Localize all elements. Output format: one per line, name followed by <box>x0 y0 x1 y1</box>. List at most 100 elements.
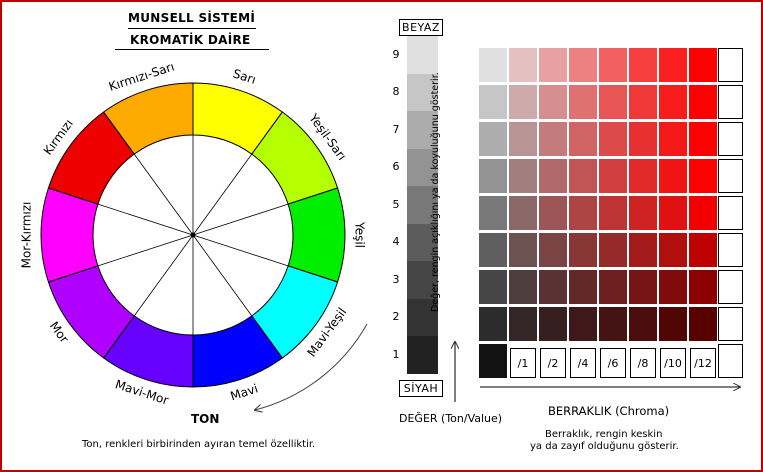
ton-label: TON <box>191 412 220 426</box>
value-swatch <box>407 111 438 149</box>
spoke-line <box>192 203 289 236</box>
chroma-swatch <box>509 196 537 230</box>
chroma-swatch <box>479 233 507 267</box>
chroma-swatch <box>689 48 717 82</box>
chroma-swatch <box>539 270 567 304</box>
empty-cell <box>718 159 743 193</box>
chroma-swatch <box>599 270 627 304</box>
chroma-swatch <box>629 233 657 267</box>
chroma-swatch <box>689 85 717 119</box>
chroma-label: /8 <box>630 348 656 378</box>
empty-cell <box>718 196 743 230</box>
chroma-swatch <box>599 159 627 193</box>
white-label: BEYAZ <box>399 19 443 36</box>
chroma-swatch <box>689 233 717 267</box>
value-number: 3 <box>392 272 400 286</box>
chroma-swatch <box>539 196 567 230</box>
value-swatch <box>407 261 438 299</box>
hue-label: Mor-Kırmızı <box>20 202 34 269</box>
chroma-swatch <box>569 48 597 82</box>
chroma-swatch <box>539 233 567 267</box>
chroma-swatch <box>659 233 687 267</box>
empty-cell <box>718 233 743 267</box>
hue-label: Yeşil <box>353 221 367 248</box>
chroma-swatch <box>629 85 657 119</box>
chroma-swatch <box>629 307 657 341</box>
value-swatch <box>407 148 438 187</box>
spoke-line <box>192 234 253 317</box>
chroma-swatch <box>689 122 717 156</box>
spoke-line <box>133 153 194 236</box>
chroma-swatch <box>479 344 507 378</box>
value-number: 6 <box>392 160 400 174</box>
chroma-swatch <box>569 122 597 156</box>
chroma-swatch <box>509 48 537 82</box>
value-number: 8 <box>392 85 400 99</box>
chroma-label: /12 <box>690 348 716 378</box>
chroma-swatch <box>479 85 507 119</box>
hue-note: Ton, renkleri birbirinden ayıran temel ö… <box>82 439 316 450</box>
value-number: 2 <box>392 310 400 324</box>
chroma-swatch <box>689 159 717 193</box>
chroma-swatch <box>629 159 657 193</box>
chroma-swatch <box>539 122 567 156</box>
spoke-line <box>97 234 194 267</box>
hue-label: Sarı <box>231 66 257 86</box>
black-label: SİYAH <box>399 380 443 397</box>
chroma-swatch <box>659 122 687 156</box>
empty-cell <box>718 270 743 304</box>
value-swatch <box>407 73 438 112</box>
chroma-swatch <box>599 122 627 156</box>
chroma-swatch <box>629 48 657 82</box>
chroma-swatch <box>539 85 567 119</box>
chroma-swatch <box>509 307 537 341</box>
chroma-label: /6 <box>600 348 626 378</box>
chroma-swatch <box>659 159 687 193</box>
title-underline-2 <box>115 49 269 50</box>
ton-arrow <box>255 323 368 410</box>
chroma-swatch <box>569 270 597 304</box>
chroma-swatch <box>479 196 507 230</box>
chroma-swatch <box>509 159 537 193</box>
chroma-swatch <box>599 233 627 267</box>
chroma-swatch <box>629 122 657 156</box>
chroma-swatch <box>599 48 627 82</box>
value-number: 9 <box>392 47 400 61</box>
empty-cell <box>718 344 743 378</box>
hue-segment <box>102 82 194 155</box>
value-swatch <box>407 336 438 374</box>
chroma-swatch <box>539 307 567 341</box>
chroma-swatch <box>659 196 687 230</box>
empty-cell <box>718 307 743 341</box>
value-swatch <box>407 298 438 337</box>
chroma-swatch <box>479 48 507 82</box>
chroma-swatch <box>599 85 627 119</box>
value-number: 4 <box>392 235 400 249</box>
spoke-line <box>192 234 289 267</box>
chroma-swatch <box>659 85 687 119</box>
spoke-line <box>192 153 253 236</box>
spoke-line <box>133 234 194 317</box>
chroma-swatch <box>509 85 537 119</box>
chroma-label: /10 <box>660 348 686 378</box>
chroma-swatch <box>689 196 717 230</box>
chroma-swatch <box>479 270 507 304</box>
chroma-swatch <box>569 159 597 193</box>
chroma-swatch <box>629 270 657 304</box>
center-dot <box>190 232 196 238</box>
hue-wheel: SarıYeşil-SarıYeşilMavi-YeşilMaviMavi-Mo… <box>20 59 367 407</box>
chroma-swatch <box>509 270 537 304</box>
chroma-swatch <box>689 270 717 304</box>
value-axis-label: DEĞER (Ton/Value) <box>399 412 503 425</box>
chroma-swatch <box>629 196 657 230</box>
spoke-line <box>97 203 194 236</box>
chroma-swatch <box>659 48 687 82</box>
value-swatch <box>407 223 438 262</box>
empty-cell <box>718 85 743 119</box>
title-line-1: MUNSELL SİSTEMİ <box>128 11 256 25</box>
value-number: 7 <box>392 122 400 136</box>
chroma-swatch <box>479 159 507 193</box>
chroma-swatch <box>479 122 507 156</box>
